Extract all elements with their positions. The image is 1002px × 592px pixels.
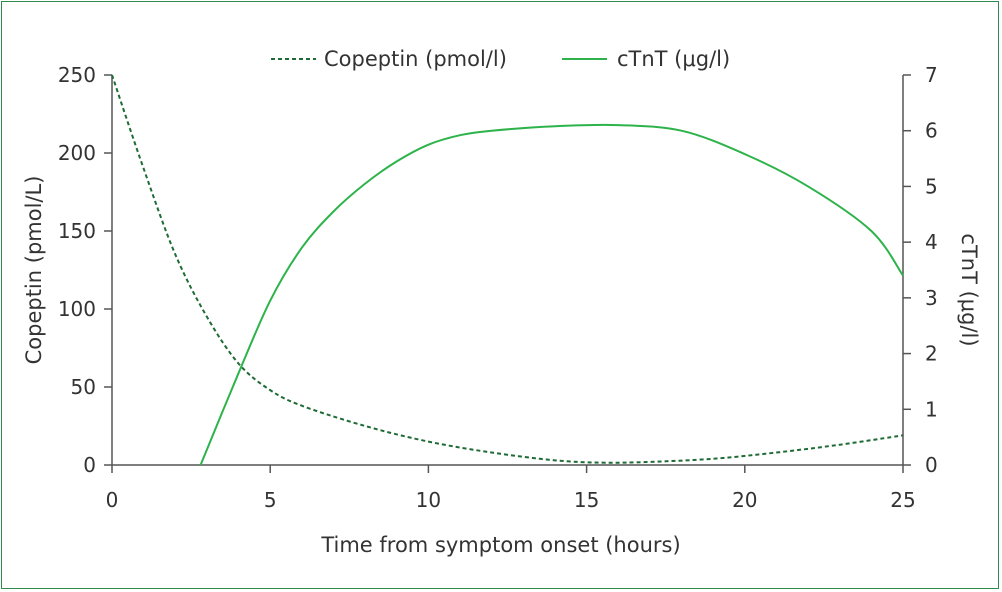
y-left-tick-label: 200 bbox=[58, 141, 96, 165]
x-tick-label: 5 bbox=[264, 488, 277, 512]
series-line-ctnt bbox=[199, 123, 904, 466]
y-right-tick-label: 0 bbox=[925, 453, 938, 477]
series-line-copeptin bbox=[111, 74, 904, 464]
y-left-tick-label: 100 bbox=[58, 297, 96, 321]
x-tick-label: 15 bbox=[574, 488, 599, 512]
y-right-tick-label: 3 bbox=[925, 286, 938, 310]
series bbox=[111, 74, 904, 466]
y-right-tick-label: 1 bbox=[925, 397, 938, 421]
y-right-tick-label: 6 bbox=[925, 119, 938, 143]
x-tick-label: 0 bbox=[106, 488, 119, 512]
x-axis-title: Time from symptom onset (hours) bbox=[320, 533, 680, 557]
y-left-tick-label: 250 bbox=[58, 63, 96, 87]
y-right-tick-label: 5 bbox=[925, 174, 938, 198]
right-y-axis-title: cTnT (μg/l) bbox=[957, 233, 981, 346]
y-right-tick-label: 7 bbox=[925, 63, 938, 87]
y-left-tick-label: 0 bbox=[83, 453, 96, 477]
axes bbox=[111, 75, 904, 466]
legend-label-copeptin: Copeptin (pmol/l) bbox=[324, 47, 507, 71]
x-tick-label: 25 bbox=[890, 488, 915, 512]
x-tick-label: 20 bbox=[732, 488, 757, 512]
legend: Copeptin (pmol/l) cTnT (μg/l) bbox=[271, 47, 730, 71]
left-y-axis-title: Copeptin (pmol/L) bbox=[22, 176, 46, 365]
x-tick-label: 10 bbox=[416, 488, 441, 512]
y-right-tick-label: 2 bbox=[925, 342, 938, 366]
y-left-tick-label: 150 bbox=[58, 219, 96, 243]
legend-label-ctnt: cTnT (μg/l) bbox=[617, 47, 730, 71]
y-right-tick-label: 4 bbox=[925, 230, 938, 254]
y-left-tick-label: 50 bbox=[71, 375, 96, 399]
